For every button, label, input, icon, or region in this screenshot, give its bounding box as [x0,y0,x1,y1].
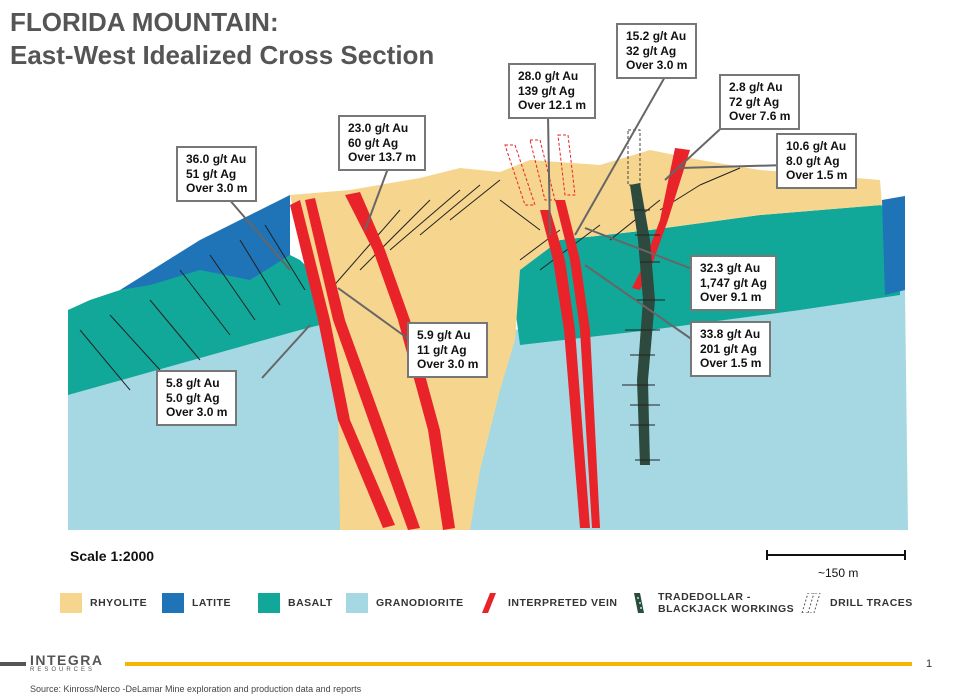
title-line-2: East-West Idealized Cross Section [10,40,435,70]
integra-logo-sub: RESOURCES [30,667,96,673]
bedding-lines [79,167,741,391]
granodiorite-swatch [346,593,368,613]
workings-swatch [634,593,644,613]
vein-2 [305,198,420,530]
callout-c8: 33.8 g/t Au 201 g/t Ag Over 1.5 m [690,321,772,377]
vein-3 [345,192,455,530]
scale-label: Scale 1:2000 [70,548,155,564]
integra-logo: INTEGRA [30,652,104,668]
callout-c7: 32.3 g/t Au 1,747 g/t Ag Over 9.1 m [690,255,777,311]
basalt-swatch [258,593,280,613]
scale-distance: ~150 m [818,566,859,580]
footer-bar-left [0,662,26,666]
vein-swatch [482,593,496,613]
legend-granodiorite: GRANODIORITE [346,592,464,614]
tradedollar-blackjack-workings [630,183,655,465]
callout-c2: 23.0 g/t Au 60 g/t Ag Over 13.7 m [338,115,427,171]
vein-1 [290,200,395,528]
workings-levels [622,209,665,461]
vein-4 [540,210,590,528]
callout-c6: 10.6 g/t Au 8.0 g/t Ag Over 1.5 m [776,133,858,189]
legend-interpreted-vein: INTERPRETED VEIN [478,592,618,614]
page-number: 1 [926,658,933,670]
interpreted-veins [290,148,690,530]
latite-unit [120,195,290,290]
latite-unit-east [882,196,905,295]
callout-c4: 15.2 g/t Au 32 g/t Ag Over 3.0 m [616,23,698,79]
vein-6 [632,148,690,290]
vein-5 [555,200,600,528]
callout-leaders [227,74,788,379]
legend-basalt: BASALT [258,592,333,614]
basalt-unit [68,235,340,395]
callout-c3: 28.0 g/t Au 139 g/t Ag Over 12.1 m [508,63,597,119]
legend-latite: LATITE [162,592,231,614]
legend-drill-traces: DRILL TRACES [800,592,913,614]
latite-swatch [162,593,184,613]
rhyolite-swatch [60,593,82,613]
title-line-1: FLORIDA MOUNTAIN: [10,7,279,37]
legend-workings: TRADEDOLLAR - BLACKJACK WORKINGS [628,591,794,615]
callout-c10: 5.8 g/t Au 5.0 g/t Ag Over 3.0 m [156,370,238,426]
scale-bar [766,550,906,560]
drill-swatch [801,593,821,613]
drill-traces-red [504,134,576,206]
page-title: FLORIDA MOUNTAIN: East-West Idealized Cr… [10,6,434,72]
footer-bar [125,662,912,666]
callout-c9: 5.9 g/t Au 11 g/t Ag Over 3.0 m [407,322,489,378]
callout-c5: 2.8 g/t Au 72 g/t Ag Over 7.6 m [719,74,801,130]
legend-rhyolite: RHYOLITE [60,592,147,614]
source-note: Source: Kinross/Nerco -DeLamar Mine expl… [30,684,362,694]
callout-c1: 36.0 g/t Au 51 g/t Ag Over 3.0 m [176,146,258,202]
